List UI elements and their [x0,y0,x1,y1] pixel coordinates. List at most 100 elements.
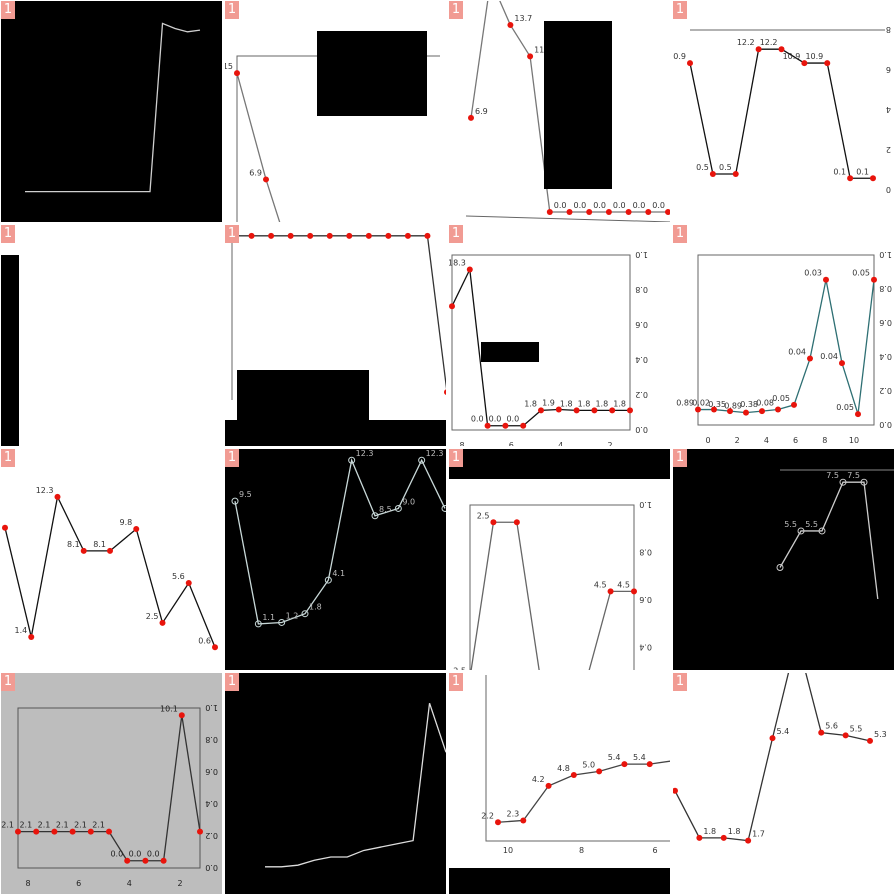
data-point [449,303,455,310]
data-point [466,266,473,273]
data-label: 0.0 [129,850,142,859]
data-point [687,60,693,67]
data-point [807,355,813,362]
x-tick-label: 8 [579,846,584,855]
tile-badge: 1 [225,449,239,467]
data-point [818,527,826,535]
data-label: 1.7 [752,830,765,839]
data-label: 1.8 [560,399,573,408]
series-line [689,48,873,179]
y-tick-label: 0.4 [879,352,892,361]
tile-badge: 1 [673,673,687,691]
data-point [2,524,8,531]
y-tick-label: 4 [886,105,891,114]
series-line [18,715,201,862]
chart-tile: 1 [1,1,222,222]
data-label: 6.9 [249,168,262,177]
data-point [418,456,426,464]
data-point [778,46,785,53]
data-point [124,857,131,864]
plot-frame [697,254,875,426]
chart-tile: 0.00.20.40.60.81.086421418.30.00.00.01.8… [449,225,670,446]
data-point [538,407,544,414]
series-line [470,521,634,670]
data-label: 0.0 [471,415,484,424]
chart-tile: 15 6.9 1 [225,1,446,222]
y-tick-label: 1.0 [639,500,652,509]
data-label: 1.8 [728,827,741,836]
data-label: 10.1 [160,704,178,713]
data-label: 7.5 [847,471,860,480]
data-point [527,53,534,60]
data-label: 1.8 [613,399,626,408]
occluding-block [544,21,612,189]
data-label: 11.4 [534,45,552,54]
data-label: 1.4 [15,626,28,635]
data-point [371,512,379,520]
y-tick-label: 0.4 [205,799,218,808]
data-point [871,276,877,283]
data-point [847,175,854,182]
data-label: 0.05 [852,269,870,278]
chart-tile: 6.913.711.40.00.00.00.00.00.00.01 [449,1,670,222]
data-label: 15 [225,62,233,71]
data-point [142,857,149,864]
x-tick-label: 2 [177,879,182,888]
plot-frame [485,675,670,842]
y-tick-label: 0.0 [205,863,218,872]
data-label: 0.0 [593,201,606,210]
y-tick-label: 0.2 [635,390,648,399]
data-point [520,422,527,429]
data-label: 0.0 [110,850,123,859]
line-chart: 0.00.20.40.60.81.00 2 4 6 8 100.890.020.350.8… [676,250,892,445]
tile-badge: 1 [673,225,687,243]
data-point [160,857,167,864]
data-label: 4.5 [617,580,630,589]
data-label: 4.2 [532,775,545,784]
data-label: 10.9 [805,52,823,61]
data-point [818,729,825,736]
y-tick-label: 0.6 [205,767,218,776]
x-tick-label: 6 [76,879,81,888]
plot-frame [469,504,635,670]
data-label: 0.0 [574,201,587,210]
series-line [234,458,446,625]
data-point [759,408,765,415]
data-label: 9.5 [239,490,252,499]
data-label: 1.8 [703,827,716,836]
tile-badge: 1 [449,225,463,243]
data-label: 5.6 [172,572,185,581]
data-label: 0.0 [506,415,519,424]
data-point [775,406,781,413]
y-tick-label: 0.4 [635,355,648,364]
data-point [106,828,112,835]
occluding-block [449,449,670,479]
data-label: 0.89 [724,402,742,411]
data-label: 1.8 [578,399,591,408]
data-label: 5.5 [805,520,818,529]
data-point [324,576,332,584]
x-tick-label: 4 [764,436,769,445]
data-label: 2.1 [56,821,69,830]
data-label: 1.2 [286,611,299,620]
y-tick-label: 0.8 [639,548,652,557]
data-point [490,519,497,526]
data-label: 12.3 [426,449,444,458]
data-point [159,619,166,626]
data-label: 13.7 [514,14,532,23]
data-point [645,209,652,215]
data-point [54,493,61,500]
y-tick-label: 0.8 [635,285,648,294]
series-line [674,673,871,842]
data-point [769,735,776,742]
data-point [278,618,286,626]
y-tick-label: 2 [886,145,891,154]
data-label: 7.5 [826,471,839,480]
data-point [107,547,113,554]
data-point [621,761,628,768]
x-tick-label: 8 [25,879,30,888]
chart-tile: 1 [225,673,446,894]
data-point [720,834,727,841]
y-tick-label: 0.4 [639,643,652,652]
data-point [15,828,21,835]
